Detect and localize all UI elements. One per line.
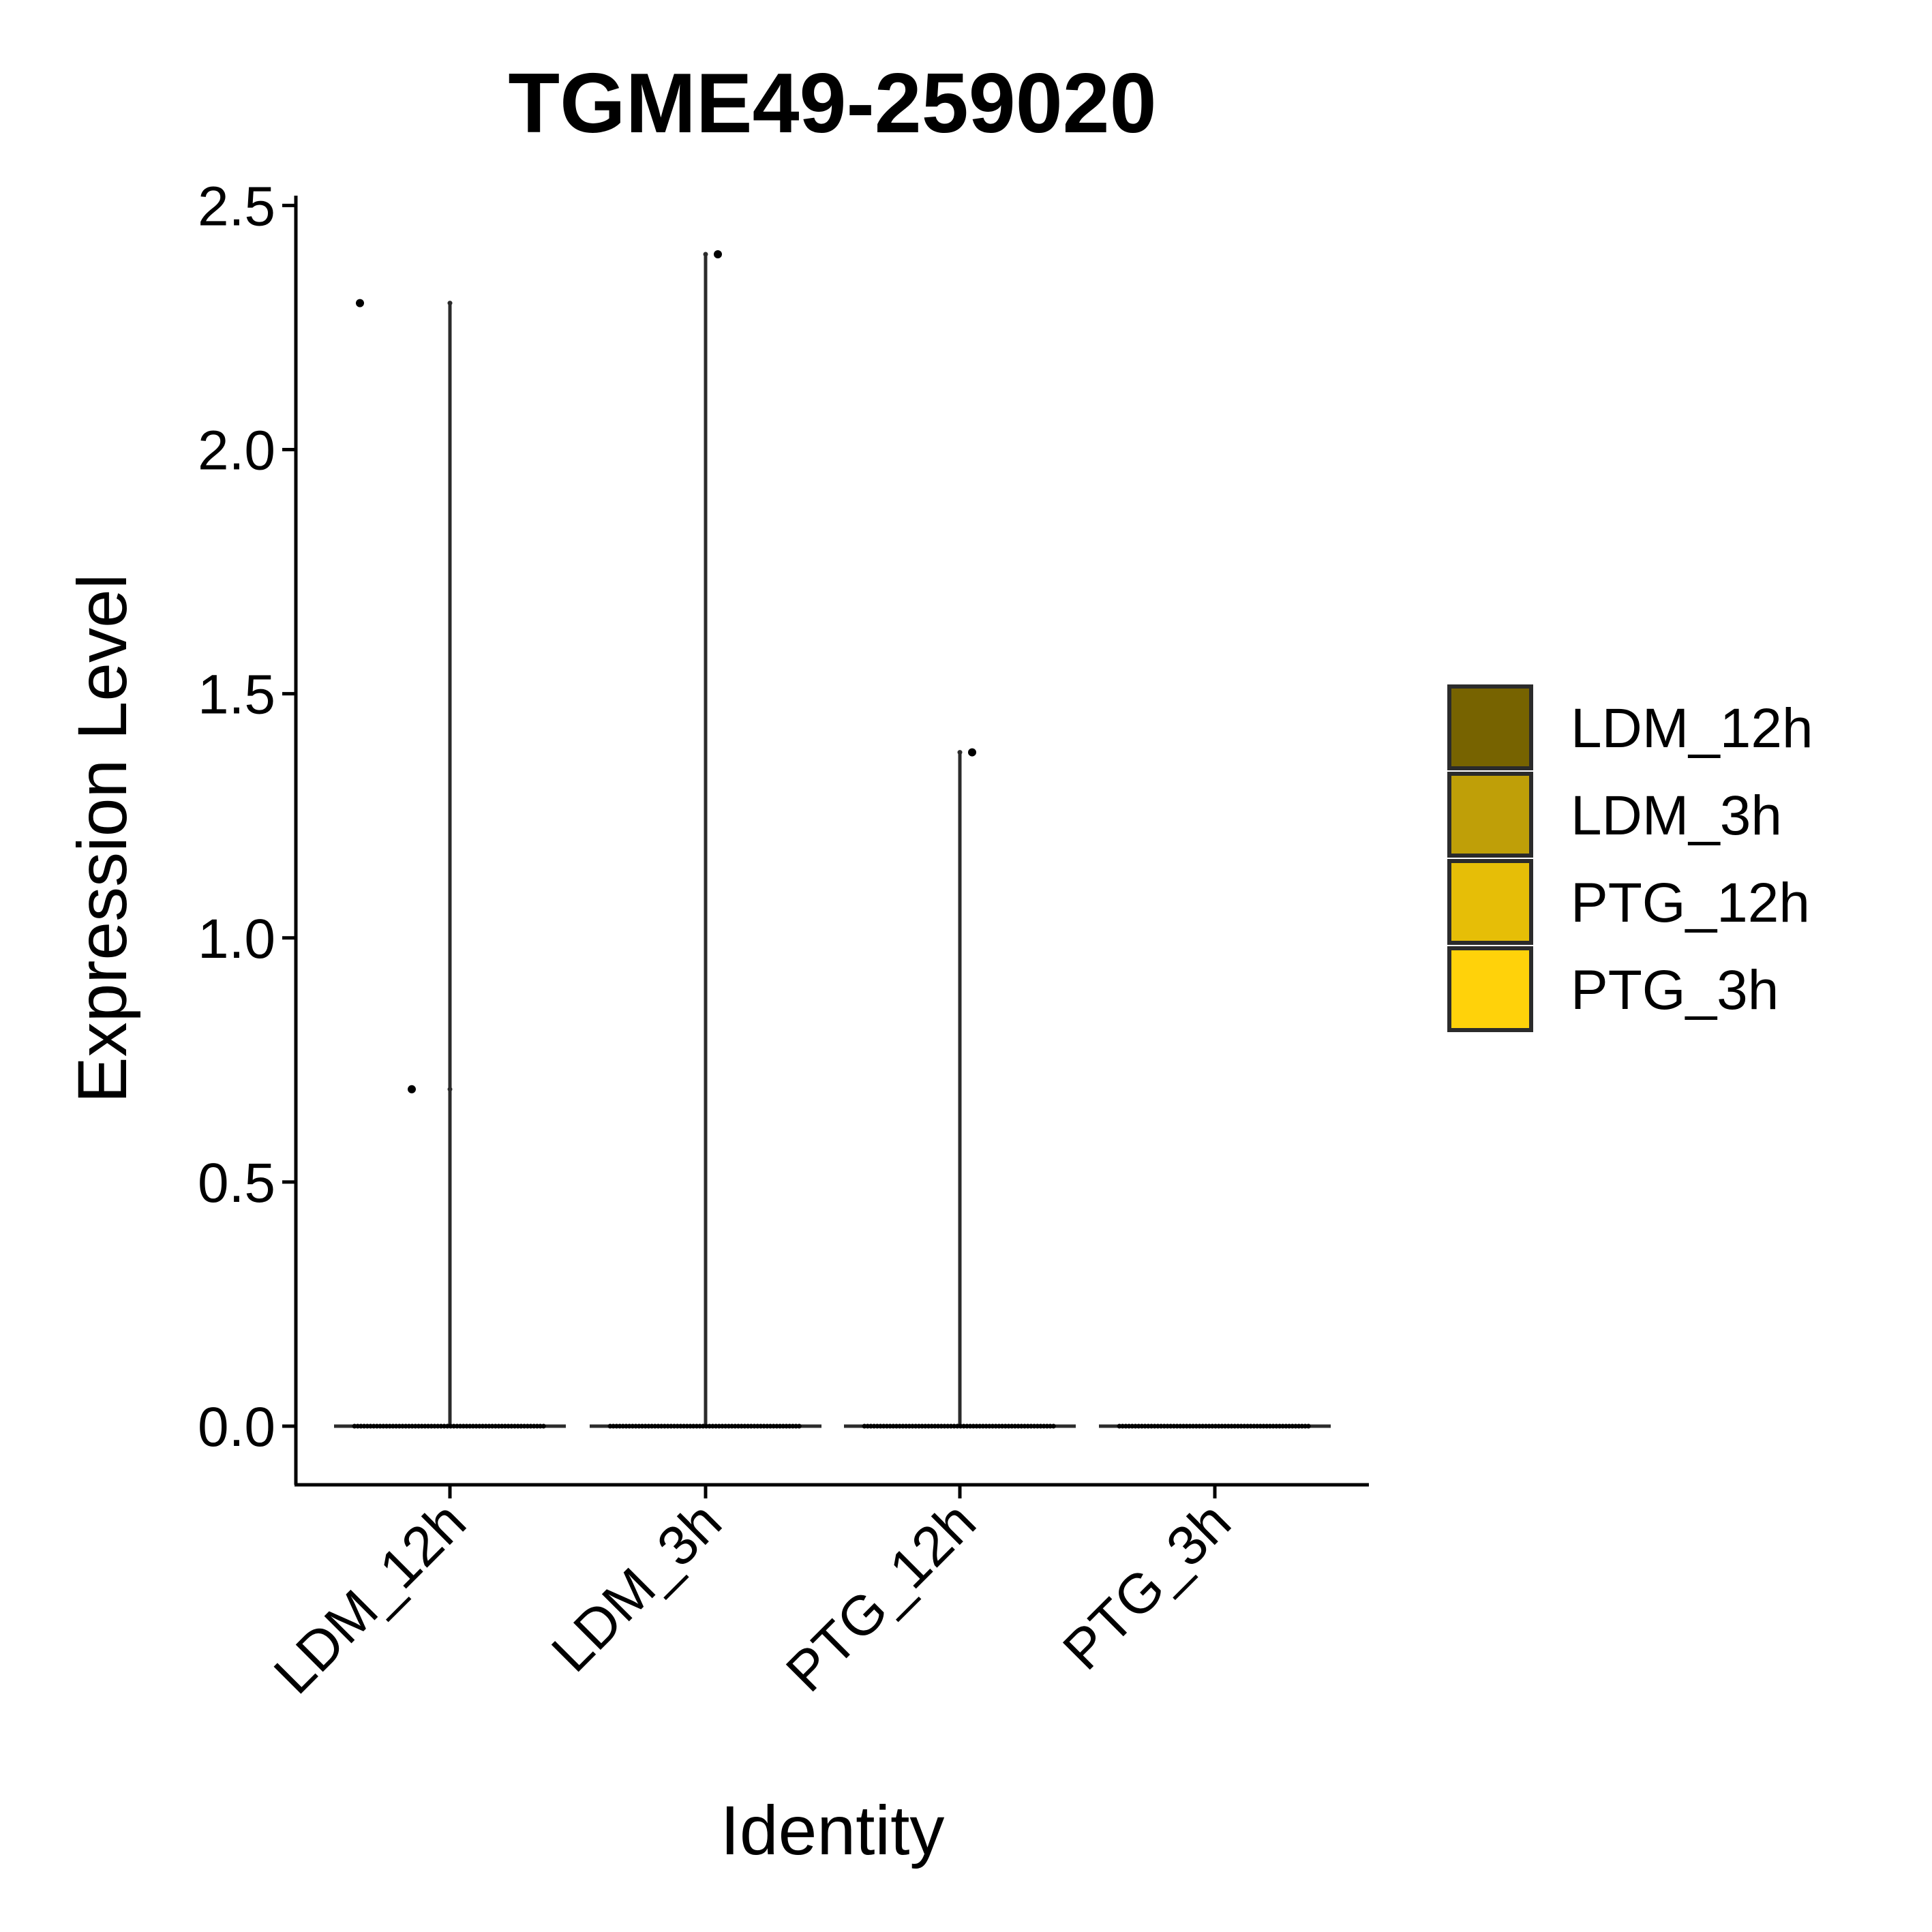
- violin-tip: [703, 252, 708, 257]
- y-tick-label: 0.5: [198, 1152, 275, 1214]
- legend-label: PTG_12h: [1571, 872, 1810, 934]
- x-tick-label: PTG_12h: [774, 1490, 988, 1704]
- y-tick-label: 2.5: [198, 175, 275, 237]
- data-point: [796, 1423, 802, 1429]
- x-tick-label: LDM_12h: [262, 1490, 478, 1706]
- legend-swatch: [1447, 684, 1533, 770]
- legend-label: PTG_3h: [1571, 959, 1779, 1021]
- legend-label: LDM_3h: [1571, 785, 1782, 847]
- legend: LDM_12h LDM_3h PTG_12h PTG_3h: [1447, 684, 1813, 1032]
- x-tick-label: LDM_3h: [540, 1490, 734, 1684]
- y-tick-label: 0.0: [198, 1396, 275, 1458]
- legend-swatch: [1447, 946, 1533, 1032]
- data-point: [408, 1085, 416, 1093]
- y-tick-label: 1.0: [198, 908, 275, 970]
- data-point: [1051, 1423, 1056, 1429]
- y-tick-label: 2.0: [198, 419, 275, 481]
- violin-tip: [447, 1087, 453, 1092]
- x-tick-label: PTG_3h: [1051, 1490, 1242, 1681]
- data-point: [356, 299, 364, 307]
- y-tick-label: 1.5: [198, 664, 275, 726]
- data-point: [968, 748, 976, 757]
- violin-tip: [957, 750, 963, 755]
- violin-tip: [447, 301, 453, 306]
- y-axis-title: Expression Level: [63, 574, 141, 1104]
- data-point: [1305, 1423, 1311, 1429]
- chart-title: TGME49-259020: [508, 57, 1156, 151]
- x-axis-title: Identity: [721, 1792, 945, 1869]
- legend-swatch: [1447, 859, 1533, 945]
- data-point: [541, 1423, 546, 1429]
- plot-area: 0.0 0.5 1.0 1.5 2.0 2.5 LDM_12h LDM_3h PTG_12h PT…: [198, 175, 1369, 1706]
- legend-label: LDM_12h: [1571, 697, 1813, 759]
- legend-swatch: [1447, 772, 1533, 858]
- data-point: [714, 250, 722, 258]
